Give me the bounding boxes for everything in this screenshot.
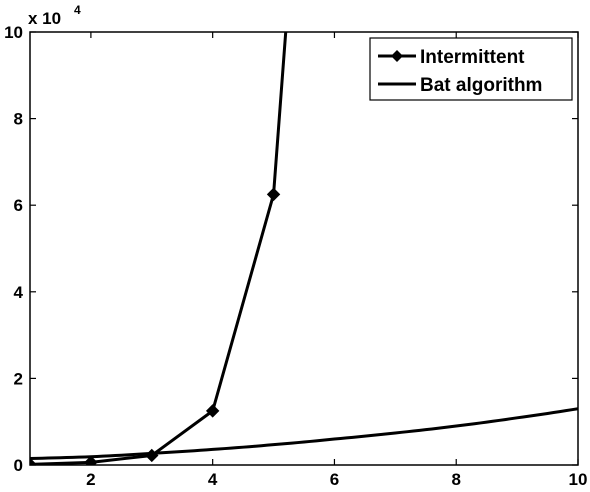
y-tick-label: 8 (14, 110, 23, 129)
series-marker (266, 187, 281, 202)
x-tick-label: 6 (330, 470, 339, 489)
y-tick-label: 2 (14, 369, 23, 388)
x-tick-label: 8 (451, 470, 460, 489)
series-marker (84, 455, 98, 465)
legend-label: Bat algorithm (420, 75, 542, 96)
y-tick-label: 0 (14, 456, 23, 475)
plot-frame (29, 31, 579, 466)
x-tick-label: 4 (208, 470, 218, 489)
legend-box (369, 37, 573, 101)
series-line-0 (30, 32, 288, 465)
y-tick-label: 6 (14, 196, 23, 215)
legend-marker (391, 50, 403, 62)
y-exponent-label: x 10 4 (28, 3, 81, 28)
legend-label: Intermittent (420, 47, 525, 68)
series-marker (30, 457, 37, 465)
y-tick-label: 10 (4, 23, 23, 42)
x-tick-label: 2 (86, 470, 95, 489)
legend: Intermittent Bat algorithm (369, 37, 573, 101)
ticks: 2 4 6 8 10 0 2 4 6 8 10 (4, 23, 587, 489)
y-exponent-base: x 10 (28, 9, 61, 28)
series-marker (205, 404, 220, 418)
axes (29, 31, 579, 466)
series-line-1 (30, 407, 578, 460)
y-exponent-power: 4 (74, 3, 81, 17)
x-tick-label: 10 (569, 470, 588, 489)
y-tick-label: 4 (14, 283, 24, 302)
series-lines (30, 32, 578, 465)
